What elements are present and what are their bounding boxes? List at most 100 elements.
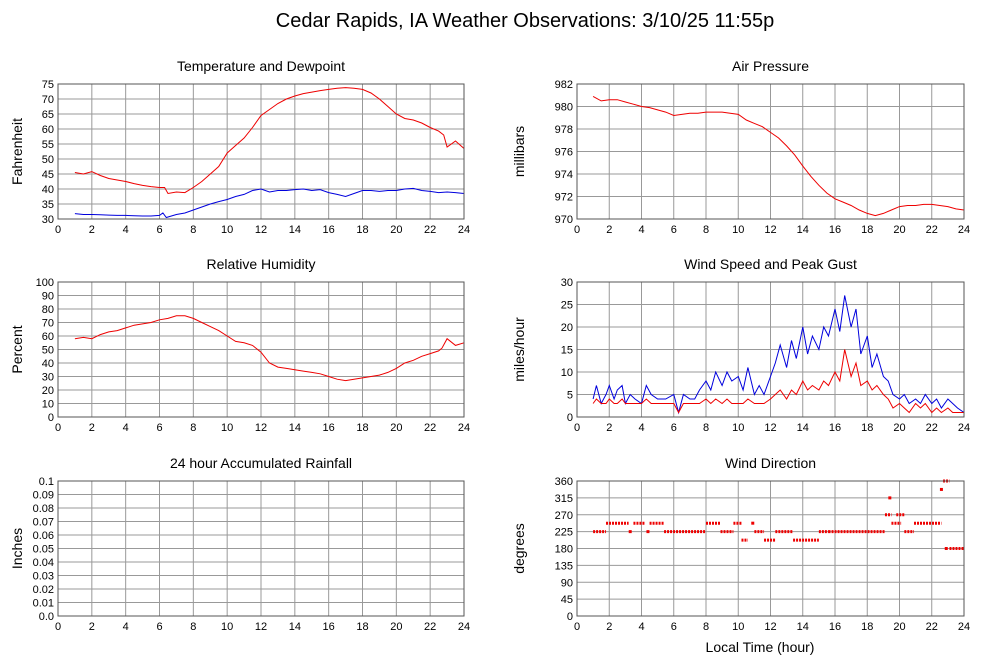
wind-direction-x-tick-label: 16 bbox=[829, 621, 841, 633]
wind-direction-point bbox=[751, 521, 755, 525]
pressure-y-tick-label: 980 bbox=[555, 102, 573, 114]
pressure-x-tick-label: 10 bbox=[732, 224, 744, 236]
wind-speed-y-tick-label: 20 bbox=[561, 322, 573, 334]
wind-speed-x-tick-label: 2 bbox=[606, 422, 612, 434]
pressure-y-tick-label: 970 bbox=[555, 214, 573, 226]
wind-direction-panel: 0 2 4 6 8 10 12 14 16 18 20 22 240459013518022527031… bbox=[511, 455, 970, 633]
humidity-x-tick-label: 4 bbox=[123, 422, 129, 434]
rainfall-x-tick-label: 20 bbox=[390, 621, 402, 633]
temperature-x-tick-label: 10 bbox=[221, 224, 233, 236]
pressure-y-tick-label: 972 bbox=[555, 192, 573, 204]
wind-direction-x-tick-label: 14 bbox=[797, 621, 809, 633]
rainfall-y-tick-label: 0.01 bbox=[33, 598, 54, 610]
rainfall-y-tick-label: 0.03 bbox=[33, 571, 54, 583]
wind-speed-frame bbox=[576, 281, 965, 418]
wind-direction-point bbox=[888, 496, 892, 500]
temperature-y-tick-label: 65 bbox=[42, 109, 54, 121]
humidity-x-tick-label: 18 bbox=[356, 422, 368, 434]
humidity-y-tick-label: 20 bbox=[42, 385, 54, 397]
temperature-x-tick-label: 18 bbox=[356, 224, 368, 236]
rainfall-y-tick-label: 0.02 bbox=[33, 584, 54, 596]
humidity-x-tick-label: 8 bbox=[190, 422, 196, 434]
pressure-x-tick-label: 12 bbox=[764, 224, 776, 236]
rainfall-x-tick-label: 4 bbox=[123, 621, 129, 633]
wind-direction-x-tick-label: 0 bbox=[574, 621, 580, 633]
rainfall-x-tick-label: 8 bbox=[190, 621, 196, 633]
temperature-x-tick-label: 14 bbox=[289, 224, 301, 236]
wind-speed-series-0-line bbox=[592, 295, 965, 415]
wind-speed-series-1-line bbox=[592, 349, 964, 414]
wind-speed-x-tick-label: 18 bbox=[861, 422, 873, 434]
wind-direction-y-tick-label: 135 bbox=[555, 560, 573, 572]
humidity-y-tick-label: 70 bbox=[42, 318, 54, 330]
temperature-y-axis-title: Fahrenheit bbox=[9, 118, 25, 185]
humidity-y-tick-label: 30 bbox=[42, 372, 54, 384]
rainfall-x-tick-label: 2 bbox=[89, 621, 95, 633]
wind-direction-y-axis-title: degrees bbox=[511, 523, 527, 574]
rainfall-y-tick-label: 0.0 bbox=[39, 611, 54, 623]
wind-direction-y-tick-label: 45 bbox=[561, 594, 573, 606]
rainfall-frame bbox=[57, 480, 465, 617]
wind-speed-y-tick-label: 15 bbox=[561, 345, 573, 357]
temperature-x-tick-label: 8 bbox=[190, 224, 196, 236]
wind-direction-y-tick-label: 270 bbox=[555, 510, 573, 522]
wind-direction-x-tick-label: 24 bbox=[958, 621, 970, 633]
wind-direction-point bbox=[939, 487, 943, 491]
wind-direction-point bbox=[646, 530, 650, 534]
temperature-series-1-line bbox=[74, 187, 465, 219]
temperature-y-tick-label: 40 bbox=[42, 184, 54, 196]
wind-direction-y-tick-label: 360 bbox=[555, 476, 573, 488]
rainfall-x-tick-label: 18 bbox=[356, 621, 368, 633]
pressure-x-tick-label: 0 bbox=[574, 224, 580, 236]
chart-panels: 0 2 4 6 8 10 12 14 16 18 20 22 243035404550556065707… bbox=[9, 58, 970, 633]
pressure-x-tick-label: 24 bbox=[958, 224, 970, 236]
humidity-x-tick-label: 6 bbox=[156, 422, 162, 434]
wind-direction-y-tick-label: 315 bbox=[555, 493, 573, 505]
temperature-x-tick-label: 4 bbox=[123, 224, 129, 236]
humidity-x-tick-label: 24 bbox=[458, 422, 470, 434]
wind-direction-frame bbox=[576, 480, 965, 617]
rainfall-x-tick-label: 0 bbox=[55, 621, 61, 633]
humidity-x-tick-label: 12 bbox=[255, 422, 267, 434]
rainfall-x-tick-label: 16 bbox=[323, 621, 335, 633]
temperature-x-tick-label: 16 bbox=[323, 224, 335, 236]
page-title: Cedar Rapids, IA Weather Observations: 3… bbox=[276, 10, 774, 32]
rainfall-x-tick-label: 10 bbox=[221, 621, 233, 633]
wind-direction-x-tick-label: 8 bbox=[703, 621, 709, 633]
humidity-y-tick-label: 100 bbox=[36, 277, 54, 289]
pressure-title: Air Pressure bbox=[732, 58, 809, 74]
humidity-x-tick-label: 16 bbox=[323, 422, 335, 434]
wind-speed-y-tick-label: 25 bbox=[561, 300, 573, 312]
temperature-y-tick-label: 35 bbox=[42, 199, 54, 211]
temperature-x-tick-label: 0 bbox=[55, 224, 61, 236]
wind-speed-x-tick-label: 16 bbox=[829, 422, 841, 434]
humidity-x-tick-label: 0 bbox=[55, 422, 61, 434]
wind-speed-x-tick-label: 0 bbox=[574, 422, 580, 434]
rainfall-y-tick-label: 0.05 bbox=[33, 544, 54, 556]
pressure-x-tick-label: 14 bbox=[797, 224, 809, 236]
pressure-y-tick-label: 982 bbox=[555, 79, 573, 91]
wind-direction-y-tick-label: 90 bbox=[561, 577, 573, 589]
rainfall-title: 24 hour Accumulated Rainfall bbox=[170, 455, 352, 471]
wind-direction-x-tick-label: 22 bbox=[926, 621, 938, 633]
pressure-x-tick-label: 2 bbox=[606, 224, 612, 236]
wind-direction-x-tick-label: 20 bbox=[893, 621, 905, 633]
humidity-y-tick-label: 60 bbox=[42, 331, 54, 343]
temperature-title: Temperature and Dewpoint bbox=[177, 58, 345, 74]
humidity-series-0-line bbox=[74, 315, 465, 382]
humidity-panel: 0 2 4 6 8 10 12 14 16 18 20 22 240102030405060708090… bbox=[9, 256, 470, 434]
wind-speed-x-tick-label: 4 bbox=[638, 422, 644, 434]
temperature-y-tick-label: 75 bbox=[42, 79, 54, 91]
wind-direction-y-tick-label: 180 bbox=[555, 544, 573, 556]
wind-speed-y-tick-label: 5 bbox=[567, 390, 573, 402]
wind-speed-x-tick-label: 6 bbox=[671, 422, 677, 434]
humidity-y-tick-label: 10 bbox=[42, 399, 54, 411]
rainfall-x-tick-label: 24 bbox=[458, 621, 470, 633]
pressure-x-tick-label: 20 bbox=[893, 224, 905, 236]
rainfall-x-tick-label: 22 bbox=[424, 621, 436, 633]
pressure-x-tick-label: 4 bbox=[638, 224, 644, 236]
wind-speed-x-tick-label: 20 bbox=[893, 422, 905, 434]
temperature-series-0-line bbox=[74, 87, 465, 195]
humidity-frame bbox=[57, 281, 465, 418]
